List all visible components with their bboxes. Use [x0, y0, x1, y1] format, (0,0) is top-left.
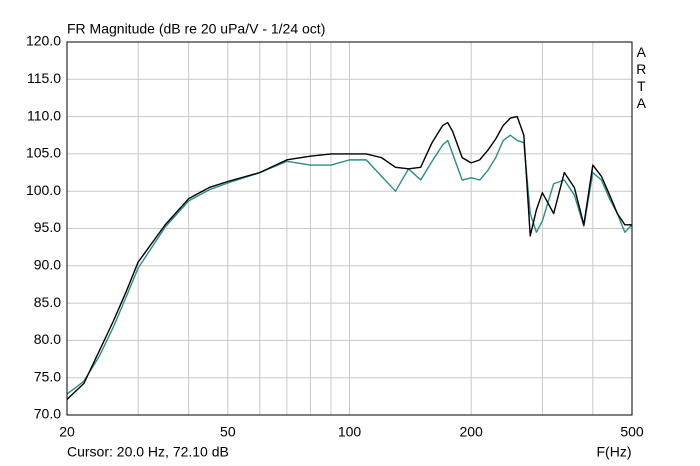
y-tick-label: 70.0 [34, 406, 61, 422]
x-tick-label: 20 [59, 424, 75, 440]
fr-curve [66, 134, 633, 395]
side-label: ARTA [633, 44, 649, 112]
cursor-readout: Cursor: 20.0 Hz, 72.10 dB [67, 444, 229, 460]
y-tick-label: 75.0 [34, 368, 61, 384]
x-tick-label: 50 [220, 424, 236, 440]
chart-title: FR Magnitude (dB re 20 uPa/V - 1/24 oct) [67, 21, 325, 37]
y-tick-label: 100.0 [26, 182, 61, 198]
y-tick-label: 80.0 [34, 331, 61, 347]
y-tick-label: 110.0 [27, 107, 61, 123]
plot-area [66, 115, 633, 400]
y-tick-label: 90.0 [34, 257, 61, 273]
x-axis-label: F(Hz) [597, 444, 632, 460]
y-tick-label: 115.0 [27, 70, 61, 86]
x-tick-label: 200 [459, 424, 483, 440]
y-tick-label: 105.0 [26, 145, 61, 161]
x-tick-label: 500 [620, 424, 644, 440]
x-tick-label: 100 [338, 424, 362, 440]
y-tick-label: 120.0 [26, 33, 61, 49]
plot-frame [66, 41, 633, 416]
fr-curve [66, 115, 632, 400]
y-tick-label: 95.0 [34, 219, 61, 235]
y-tick-label: 85.0 [34, 294, 61, 310]
